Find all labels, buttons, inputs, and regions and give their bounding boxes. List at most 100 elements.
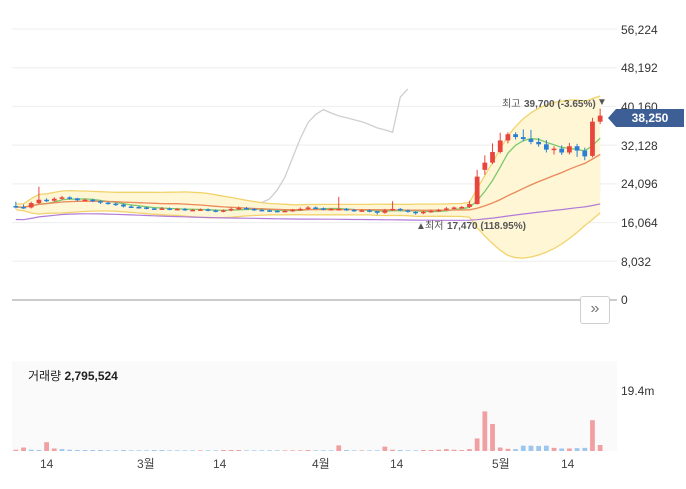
candle: [21, 204, 26, 209]
candle: [582, 147, 588, 161]
volume-label: 거래량 2,795,524: [28, 367, 118, 384]
candle: [536, 138, 542, 147]
volume-bar: [528, 445, 534, 451]
volume-bar: [597, 445, 603, 451]
candle: [313, 206, 319, 210]
high-annotation-label: 최고: [502, 98, 520, 110]
candle-body: [513, 134, 518, 138]
volume-bar: [121, 450, 126, 451]
candle: [590, 117, 595, 158]
candle-body: [528, 139, 534, 142]
candle-body: [405, 210, 411, 212]
candle: [444, 206, 449, 211]
candle: [13, 201, 19, 209]
candle-body: [44, 199, 49, 202]
volume-bar: [28, 449, 34, 451]
volume-bar: [259, 450, 265, 451]
candle-body: [482, 162, 488, 170]
y-tick-label: 0: [621, 293, 628, 307]
candle-body: [305, 207, 311, 209]
candle-body: [497, 140, 503, 153]
expand-chevron-button[interactable]: »: [580, 296, 610, 324]
candle-body: [36, 199, 42, 204]
volume-bar: [490, 423, 495, 451]
candle: [51, 197, 57, 202]
volume-bar: [543, 445, 549, 451]
y-tick-label: 16,064: [621, 216, 658, 230]
candle: [497, 132, 503, 154]
volume-bar: [405, 450, 411, 451]
candle: [244, 206, 249, 210]
candle-body: [328, 208, 334, 211]
candle-body: [436, 209, 442, 212]
candle: [228, 207, 234, 212]
volume-bar: [305, 450, 311, 451]
candle-body: [13, 206, 19, 208]
volume-bar: [520, 445, 526, 451]
candle: [205, 208, 211, 212]
candle: [543, 139, 549, 153]
candle-body: [67, 197, 73, 199]
volume-bar: [297, 450, 303, 451]
candle: [174, 207, 180, 211]
volume-bar: [536, 445, 542, 451]
volume-bar: [267, 450, 272, 451]
candle: [436, 208, 442, 212]
candle: [151, 207, 157, 210]
candle: [297, 207, 303, 211]
volume-bar: [182, 450, 188, 451]
candle: [136, 206, 142, 209]
high-annotation-marker: ▼: [597, 97, 607, 108]
last-price-badge: 38,250: [608, 109, 684, 127]
volume-bar: [128, 450, 134, 451]
candle: [121, 203, 126, 208]
volume-bar: [59, 449, 65, 451]
y-tick-label: 8,032: [621, 255, 651, 269]
volume-bar: [44, 442, 49, 451]
y-tick-label: 56,224: [621, 23, 658, 37]
candle-body: [351, 209, 357, 212]
candle-body: [51, 198, 57, 201]
volume-bar: [136, 450, 142, 451]
price-annotations: 최고 39,700 (-3.65%) ▼ ▲ 최저 17,470 (118.95…: [416, 97, 607, 232]
candle-body: [520, 137, 526, 140]
volume-bar: [551, 447, 557, 451]
volume-bar: [444, 449, 449, 451]
candle-body: [344, 208, 349, 211]
candle: [597, 108, 603, 125]
candle-body: [382, 210, 388, 213]
volume-bar: [382, 446, 388, 451]
candle-body: [221, 210, 226, 212]
candle-body: [574, 146, 580, 151]
volume-bar: [105, 450, 111, 451]
volume-bar: [328, 450, 334, 451]
candle: [236, 206, 242, 210]
volume-bar: [320, 450, 326, 451]
candle-body: [551, 148, 557, 151]
candle-body: [244, 207, 249, 210]
volume-bar: [274, 450, 280, 451]
candle-body: [28, 203, 34, 208]
candle-body: [151, 208, 157, 210]
candle: [513, 132, 518, 140]
comparison-line: [261, 88, 409, 204]
x-tick-label: 14: [390, 457, 404, 471]
candle: [44, 198, 49, 203]
candle: [213, 209, 219, 213]
candle-body: [251, 208, 257, 211]
candle: [259, 208, 265, 212]
candle-body: [582, 150, 588, 157]
volume-bar: [13, 449, 19, 451]
candle: [197, 208, 203, 211]
volume-bar: [459, 450, 465, 451]
band-area: [15, 96, 601, 259]
candle-body: [428, 210, 434, 213]
volume-bar: [313, 450, 319, 451]
candle-body: [121, 204, 126, 207]
candle: [420, 210, 426, 215]
volume-bar: [513, 449, 518, 451]
candle-body: [197, 209, 203, 211]
y-tick-label: 32,128: [621, 139, 658, 153]
candle-body: [451, 207, 457, 209]
